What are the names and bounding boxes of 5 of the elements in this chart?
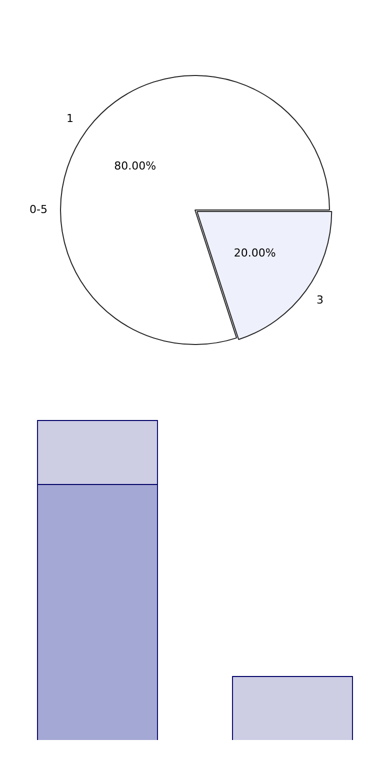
data-label: 80.00% — [114, 159, 156, 172]
slice-label: 1 — [66, 112, 74, 126]
text: 0-5 — [30, 202, 48, 216]
slice-label: 3 — [316, 294, 324, 307]
data-label: 20.00% — [234, 246, 276, 260]
